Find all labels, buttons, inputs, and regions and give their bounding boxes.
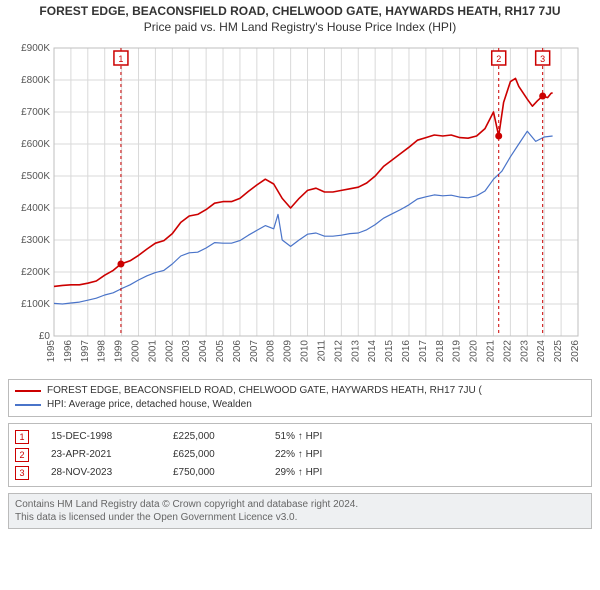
sale-row-chip: 1 <box>15 430 29 444</box>
y-tick-label: £500K <box>21 171 50 182</box>
x-tick-label: 2006 <box>232 340 243 363</box>
x-tick-label: 2002 <box>164 340 175 363</box>
x-tick-label: 2024 <box>536 340 547 363</box>
x-tick-label: 1995 <box>46 340 57 363</box>
x-tick-label: 1999 <box>114 340 125 363</box>
x-tick-label: 2015 <box>384 340 395 363</box>
x-tick-label: 2025 <box>553 340 564 363</box>
sale-row: 2 23-APR-2021 £625,000 22% ↑ HPI <box>15 446 585 464</box>
attribution: Contains HM Land Registry data © Crown c… <box>8 493 592 529</box>
x-tick-label: 2021 <box>485 340 496 363</box>
legend-row: FOREST EDGE, BEACONSFIELD ROAD, CHELWOOD… <box>15 384 585 398</box>
x-tick-label: 2019 <box>452 340 463 363</box>
x-tick-label: 2018 <box>435 340 446 363</box>
x-tick-label: 2013 <box>350 340 361 363</box>
x-tick-label: 2001 <box>147 340 158 363</box>
x-tick-label: 2023 <box>519 340 530 363</box>
sale-marker-number: 2 <box>496 54 501 64</box>
sale-row-pct: 51% ↑ HPI <box>275 428 365 446</box>
sale-row-date: 28-NOV-2023 <box>51 464 151 482</box>
sale-row-chip: 2 <box>15 448 29 462</box>
sale-row-date: 15-DEC-1998 <box>51 428 151 446</box>
x-tick-label: 2000 <box>131 340 142 363</box>
x-tick-label: 2014 <box>367 340 378 363</box>
attribution-line1: Contains HM Land Registry data © Crown c… <box>15 498 585 511</box>
legend-row: HPI: Average price, detached house, Weal… <box>15 398 585 412</box>
legend-swatch <box>15 404 41 406</box>
y-tick-label: £600K <box>21 139 50 150</box>
title-line1: FOREST EDGE, BEACONSFIELD ROAD, CHELWOOD… <box>4 4 596 18</box>
sale-row-pct: 29% ↑ HPI <box>275 464 365 482</box>
y-tick-label: £900K <box>21 43 50 54</box>
sale-row-pct: 22% ↑ HPI <box>275 446 365 464</box>
x-tick-label: 2016 <box>401 340 412 363</box>
x-tick-label: 2011 <box>316 340 327 362</box>
sales-table: 1 15-DEC-1998 £225,000 51% ↑ HPI 2 23-APR-202… <box>8 423 592 487</box>
title-block: FOREST EDGE, BEACONSFIELD ROAD, CHELWOOD… <box>0 0 600 36</box>
sale-row-price: £625,000 <box>173 446 253 464</box>
sale-row: 1 15-DEC-1998 £225,000 51% ↑ HPI <box>15 428 585 446</box>
sale-marker-number: 3 <box>540 54 545 64</box>
chart-svg: £0£100K£200K£300K£400K£500K£600K£700K£80… <box>8 40 592 370</box>
x-tick-label: 1998 <box>97 340 108 363</box>
x-tick-label: 2020 <box>469 340 480 363</box>
sale-row: 3 28-NOV-2023 £750,000 29% ↑ HPI <box>15 464 585 482</box>
x-tick-label: 2026 <box>570 340 581 363</box>
x-tick-label: 2007 <box>249 340 260 363</box>
sale-row-date: 23-APR-2021 <box>51 446 151 464</box>
chart-container: FOREST EDGE, BEACONSFIELD ROAD, CHELWOOD… <box>0 0 600 590</box>
x-tick-label: 2012 <box>333 340 344 363</box>
y-tick-label: £800K <box>21 75 50 86</box>
x-tick-label: 2003 <box>181 340 192 363</box>
y-tick-label: £200K <box>21 267 50 278</box>
legend-label: FOREST EDGE, BEACONSFIELD ROAD, CHELWOOD… <box>47 384 482 398</box>
sale-row-price: £225,000 <box>173 428 253 446</box>
x-tick-label: 2017 <box>418 340 429 363</box>
sale-marker-dot <box>117 261 124 268</box>
y-tick-label: £100K <box>21 299 50 310</box>
x-tick-label: 1996 <box>63 340 74 363</box>
legend: FOREST EDGE, BEACONSFIELD ROAD, CHELWOOD… <box>8 379 592 417</box>
sale-row-price: £750,000 <box>173 464 253 482</box>
x-tick-label: 2008 <box>266 340 277 363</box>
x-tick-label: 2022 <box>502 340 513 363</box>
sale-marker-dot <box>495 133 502 140</box>
x-tick-label: 2010 <box>300 340 311 363</box>
legend-swatch <box>15 390 41 392</box>
sale-marker-dot <box>539 93 546 100</box>
title-line2: Price paid vs. HM Land Registry's House … <box>4 20 596 34</box>
x-tick-label: 1997 <box>80 340 91 363</box>
x-tick-label: 2009 <box>283 340 294 363</box>
sale-row-chip: 3 <box>15 466 29 480</box>
sale-marker-number: 1 <box>118 54 123 64</box>
attribution-line2: This data is licensed under the Open Gov… <box>15 511 585 524</box>
y-tick-label: £700K <box>21 107 50 118</box>
y-tick-label: £300K <box>21 235 50 246</box>
legend-label: HPI: Average price, detached house, Weal… <box>47 398 252 412</box>
x-tick-label: 2005 <box>215 340 226 363</box>
chart-area: £0£100K£200K£300K£400K£500K£600K£700K£80… <box>8 40 592 373</box>
y-tick-label: £400K <box>21 203 50 214</box>
x-tick-label: 2004 <box>198 340 209 363</box>
